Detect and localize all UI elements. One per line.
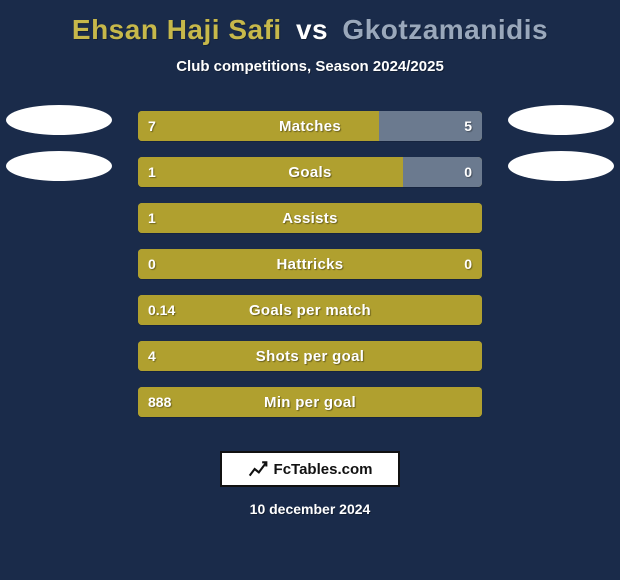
stat-row: 00Hattricks [0, 249, 620, 295]
stat-track: 1Assists [138, 203, 482, 233]
comparison-card: Ehsan Haji Safi vs Gkotzamanidis Club co… [0, 0, 620, 580]
stat-track: 4Shots per goal [138, 341, 482, 371]
stat-row: 0.14Goals per match [0, 295, 620, 341]
stat-track: 888Min per goal [138, 387, 482, 417]
player2-name: Gkotzamanidis [342, 14, 548, 45]
page-title: Ehsan Haji Safi vs Gkotzamanidis [0, 0, 620, 46]
player1-bar [138, 341, 482, 371]
player2-ellipse [508, 151, 614, 181]
player1-bar [138, 157, 403, 187]
brand-text: FcTables.com [274, 461, 373, 478]
subtitle: Club competitions, Season 2024/2025 [0, 58, 620, 75]
player1-bar [138, 387, 482, 417]
player1-ellipse [6, 151, 112, 181]
player1-bar [138, 111, 379, 141]
player1-bar [138, 295, 482, 325]
vs-label: vs [296, 14, 328, 45]
player1-name: Ehsan Haji Safi [72, 14, 282, 45]
player2-ellipse [508, 105, 614, 135]
player2-bar [403, 157, 482, 187]
date-label: 10 december 2024 [0, 501, 620, 517]
stat-row: 4Shots per goal [0, 341, 620, 387]
player2-bar [379, 111, 482, 141]
brand-icon [248, 459, 268, 479]
stat-track: 0.14Goals per match [138, 295, 482, 325]
brand-badge: FcTables.com [220, 451, 400, 487]
stat-track: 00Hattricks [138, 249, 482, 279]
stat-row: 1Assists [0, 203, 620, 249]
stat-row: 75Matches [0, 111, 620, 157]
stat-rows: 75Matches 10Goals 1Assists 00Hattricks 0.14G… [0, 111, 620, 433]
stat-track: 75Matches [138, 111, 482, 141]
player1-bar [138, 249, 482, 279]
player1-ellipse [6, 105, 112, 135]
stat-row: 888Min per goal [0, 387, 620, 433]
stat-track: 10Goals [138, 157, 482, 187]
stat-row: 10Goals [0, 157, 620, 203]
player1-bar [138, 203, 482, 233]
